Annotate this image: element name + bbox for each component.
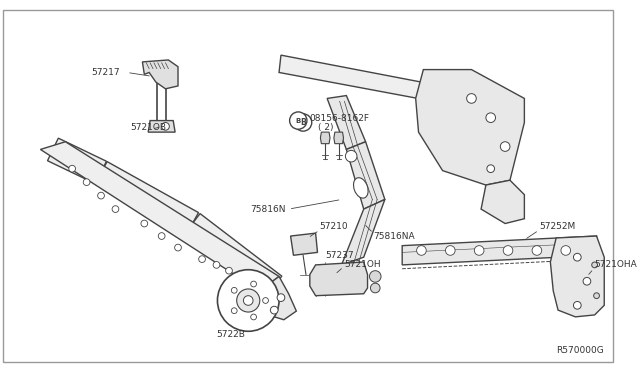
Polygon shape [481, 180, 524, 224]
Text: R570000G: R570000G [557, 346, 604, 355]
Circle shape [213, 262, 220, 268]
Polygon shape [402, 236, 598, 265]
Circle shape [487, 165, 495, 173]
Circle shape [500, 142, 510, 151]
Polygon shape [334, 132, 344, 144]
Circle shape [218, 270, 279, 331]
Text: 5721OB: 5721OB [130, 123, 166, 132]
Polygon shape [327, 96, 365, 150]
Circle shape [592, 262, 598, 268]
Ellipse shape [353, 178, 368, 198]
Circle shape [231, 308, 237, 314]
Circle shape [251, 314, 257, 320]
Polygon shape [310, 262, 367, 296]
Circle shape [417, 246, 426, 255]
Circle shape [532, 246, 541, 255]
Polygon shape [291, 233, 317, 255]
Circle shape [486, 113, 495, 122]
Text: 5721OH: 5721OH [344, 260, 381, 269]
Circle shape [594, 293, 600, 299]
Circle shape [561, 246, 571, 255]
Circle shape [226, 267, 232, 274]
Polygon shape [148, 121, 175, 132]
Polygon shape [415, 70, 524, 185]
Polygon shape [550, 236, 604, 317]
Polygon shape [321, 132, 330, 144]
Circle shape [294, 114, 312, 131]
Circle shape [112, 206, 119, 212]
Text: B: B [300, 118, 306, 127]
Polygon shape [95, 161, 198, 234]
Text: 5721OHA: 5721OHA [595, 260, 637, 269]
Circle shape [467, 94, 476, 103]
Circle shape [371, 283, 380, 293]
Circle shape [290, 112, 307, 129]
Text: 57252M: 57252M [539, 222, 575, 231]
Circle shape [162, 122, 170, 130]
Polygon shape [185, 214, 282, 296]
Polygon shape [47, 138, 106, 184]
Polygon shape [40, 142, 279, 291]
Circle shape [503, 246, 513, 255]
Circle shape [262, 298, 268, 304]
Circle shape [251, 281, 257, 287]
Text: 57237: 57237 [325, 251, 354, 260]
Text: 75816N: 75816N [250, 205, 285, 214]
Polygon shape [346, 142, 385, 209]
Circle shape [270, 306, 278, 314]
Circle shape [141, 220, 148, 227]
Text: 57217: 57217 [92, 68, 120, 77]
Circle shape [231, 288, 237, 293]
Circle shape [445, 246, 455, 255]
Circle shape [83, 179, 90, 186]
Circle shape [346, 150, 357, 162]
Polygon shape [260, 276, 296, 320]
Polygon shape [279, 55, 472, 108]
Circle shape [573, 253, 581, 261]
Circle shape [175, 244, 181, 251]
Circle shape [277, 294, 285, 301]
Text: 75816NA: 75816NA [373, 231, 415, 241]
Circle shape [583, 278, 591, 285]
Circle shape [68, 165, 76, 172]
Circle shape [158, 232, 165, 240]
Text: 57210: 57210 [319, 222, 348, 231]
Polygon shape [143, 60, 178, 89]
Text: 5722B: 5722B [216, 330, 245, 339]
Circle shape [573, 301, 581, 309]
Circle shape [237, 289, 260, 312]
Text: ( 2): ( 2) [317, 123, 333, 132]
Text: B: B [296, 118, 301, 124]
Text: 08156-8162F: 08156-8162F [310, 114, 370, 123]
Polygon shape [342, 199, 385, 265]
Circle shape [369, 271, 381, 282]
Circle shape [243, 296, 253, 305]
Circle shape [98, 192, 104, 199]
Circle shape [474, 246, 484, 255]
Circle shape [198, 256, 205, 263]
